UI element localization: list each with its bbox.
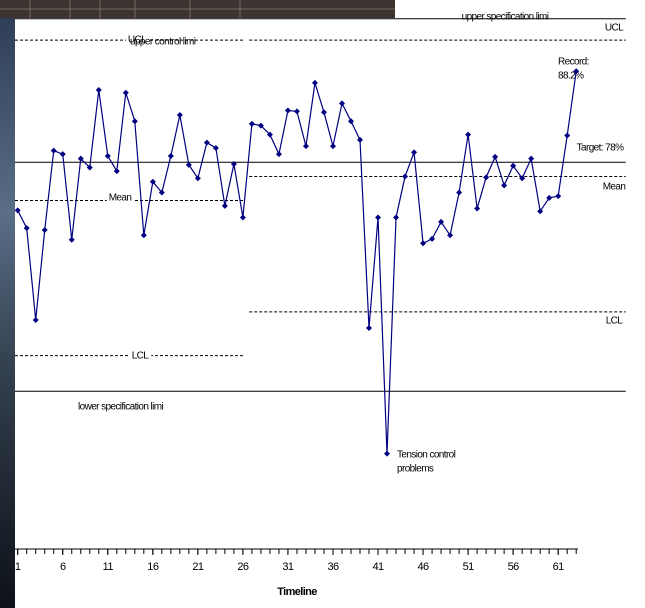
data-point [50,147,57,154]
data-point [113,168,120,175]
data-point [158,189,165,196]
data-point [483,174,490,181]
data-point [375,214,382,221]
data-point [86,164,93,171]
reference-label: upper specification limi [462,12,549,23]
data-point [275,151,282,158]
x-tick-label: 1 [15,561,21,573]
x-tick-label: 26 [237,561,249,573]
data-point [411,149,418,156]
data-point [320,109,327,116]
reference-label: Mean [603,182,626,193]
data-point [95,87,102,94]
data-point [366,324,373,331]
data-point [474,205,481,212]
data-point [438,218,445,225]
data-point [212,144,219,151]
data-point [447,232,454,239]
reference-label: Target: 78% [577,143,624,154]
data-point [528,155,535,162]
data-point [564,132,571,139]
data-point [302,143,309,150]
data-point [492,153,499,160]
data-point [284,107,291,114]
reference-label: LCL [132,351,150,362]
data-point [167,152,174,159]
x-tick-label: 6 [60,561,66,573]
data-point [203,139,210,146]
annotation: Tension control [397,450,456,461]
data-point [402,173,409,180]
data-point [338,100,345,107]
data-point [456,189,463,196]
label-background [125,34,150,46]
data-point [122,89,129,96]
x-tick-label: 31 [282,561,294,573]
data-point [384,450,391,457]
photo-edge [0,0,15,608]
data-point [293,108,300,115]
data-point [32,316,39,323]
data-point [185,161,192,168]
data-point [176,111,183,118]
annotation: upper control limi [130,37,196,48]
data-point [311,79,318,86]
x-tick-label: 36 [327,561,339,573]
x-tick-label: 41 [372,561,384,573]
data-point [239,214,246,221]
data-point [230,160,237,167]
x-tick-label: 16 [147,561,159,573]
reference-label: lower specification limi [78,402,163,413]
data-point [149,178,156,185]
data-point [266,131,273,138]
annotation: Record: [558,57,589,68]
data-point [248,120,255,127]
data-point [257,122,264,129]
spreadsheet-grid [0,0,395,18]
label-background [129,350,152,362]
data-point [347,118,354,125]
data-point [429,235,436,242]
data-point [77,155,84,162]
x-tick-label: 11 [103,561,114,573]
x-tick-label: 21 [192,561,204,573]
data-point [104,152,111,159]
data-point [510,162,517,169]
x-tick-label: 51 [463,561,475,573]
x-axis-title: Timeline [277,586,317,598]
data-point [357,136,364,143]
data-point [140,232,147,239]
annotation: 88.2% [558,71,584,82]
label-background [106,192,134,204]
data-point [546,194,553,201]
data-point [465,131,472,138]
reference-label: UCL [128,35,147,46]
data-point [519,175,526,182]
data-point [393,214,400,221]
data-point [131,118,138,125]
data-point [501,182,508,189]
data-point [329,143,336,150]
data-point [221,202,228,209]
data-point [23,225,30,232]
reference-label: UCL [605,23,624,34]
data-point [555,193,562,200]
data-point [41,226,48,233]
data-point [537,208,544,215]
data-point [59,151,66,158]
data-point [420,240,427,247]
x-tick-label: 61 [553,561,565,573]
reference-label: LCL [606,316,624,327]
data-point [573,68,580,75]
reference-label: Mean [109,193,132,204]
x-tick-label: 56 [508,561,520,573]
annotation: problems [397,464,434,475]
x-tick-label: 46 [418,561,430,573]
data-point [194,175,201,182]
data-point [68,236,75,243]
data-point [14,207,21,214]
